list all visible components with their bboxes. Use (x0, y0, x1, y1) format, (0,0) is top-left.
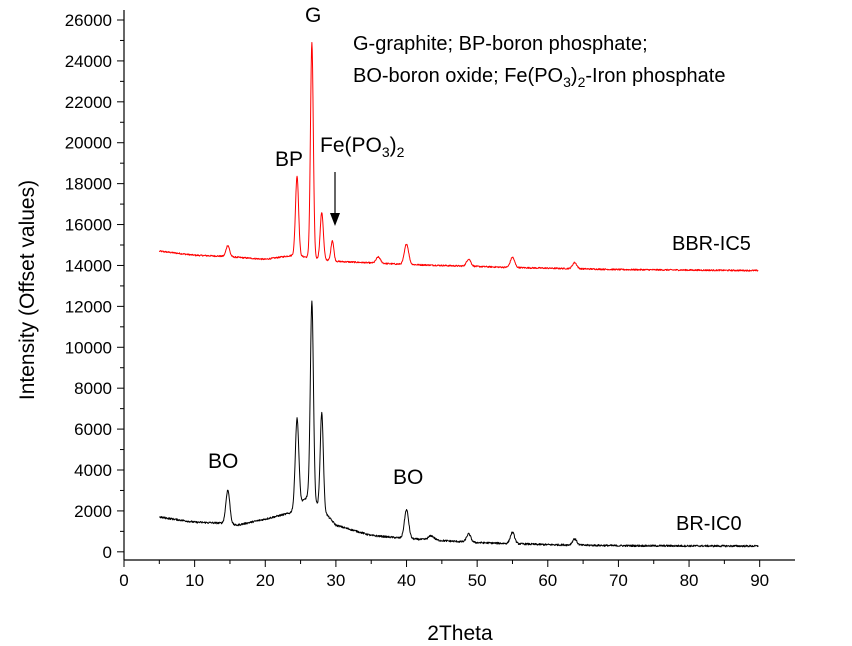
y-tick-label: 24000 (65, 52, 112, 71)
x-tick-label: 30 (326, 571, 345, 590)
series-line-br-ic0 (159, 300, 759, 548)
x-tick-label: 40 (397, 571, 416, 590)
x-axis-ticks: 0 10 20 30 40 50 60 70 80 90 (119, 560, 769, 590)
y-tick-label: 12000 (65, 297, 112, 316)
y-tick-label: 8000 (74, 379, 112, 398)
y-tick-label: 14000 (65, 256, 112, 275)
y-tick-label: 0 (103, 543, 112, 562)
y-axis-ticks: 0 2000 4000 6000 8000 10000 12000 14000 16000 180… (65, 11, 124, 562)
annotation-iron-phosphate: Fe(PO3)2 (320, 134, 405, 160)
y-axis-title: Intensity (Offset values) (16, 180, 39, 400)
series-label-bbr-ic5: BBR-IC5 (672, 233, 751, 255)
x-tick-label: 20 (256, 571, 275, 590)
y-tick-label: 26000 (65, 11, 112, 30)
x-tick-label: 0 (119, 571, 128, 590)
y-tick-label: 6000 (74, 420, 112, 439)
y-tick-label: 10000 (65, 338, 112, 357)
series-lines (158, 41, 759, 548)
annotation-boron-oxide-left: BO (208, 450, 238, 473)
x-tick-label: 10 (185, 571, 204, 590)
legend-line-2: BO-boron oxide; Fe(PO3)2-Iron phosphate (353, 65, 725, 90)
x-tick-label: 60 (538, 571, 557, 590)
y-tick-label: 4000 (74, 461, 112, 480)
annotation-boron-phosphate: BP (275, 148, 303, 171)
series-line-bbr-ic5 (158, 41, 759, 272)
legend-line-1: G-graphite; BP-boron phosphate; (353, 33, 648, 55)
annotation-boron-oxide-right: BO (393, 466, 423, 489)
y-tick-label: 20000 (65, 134, 112, 153)
y-tick-label: 16000 (65, 216, 112, 235)
annotation-graphite: G (305, 4, 321, 27)
arrow-icon (330, 172, 340, 226)
x-tick-label: 50 (468, 571, 487, 590)
axes (123, 10, 795, 561)
series-label-br-ic0: BR-IC0 (676, 513, 742, 535)
x-tick-label: 70 (609, 571, 628, 590)
x-tick-label: 90 (750, 571, 769, 590)
y-tick-label: 18000 (65, 175, 112, 194)
x-tick-label: 80 (680, 571, 699, 590)
y-tick-label: 22000 (65, 93, 112, 112)
x-axis-title: 2Theta (427, 622, 493, 645)
y-tick-label: 2000 (74, 502, 112, 521)
